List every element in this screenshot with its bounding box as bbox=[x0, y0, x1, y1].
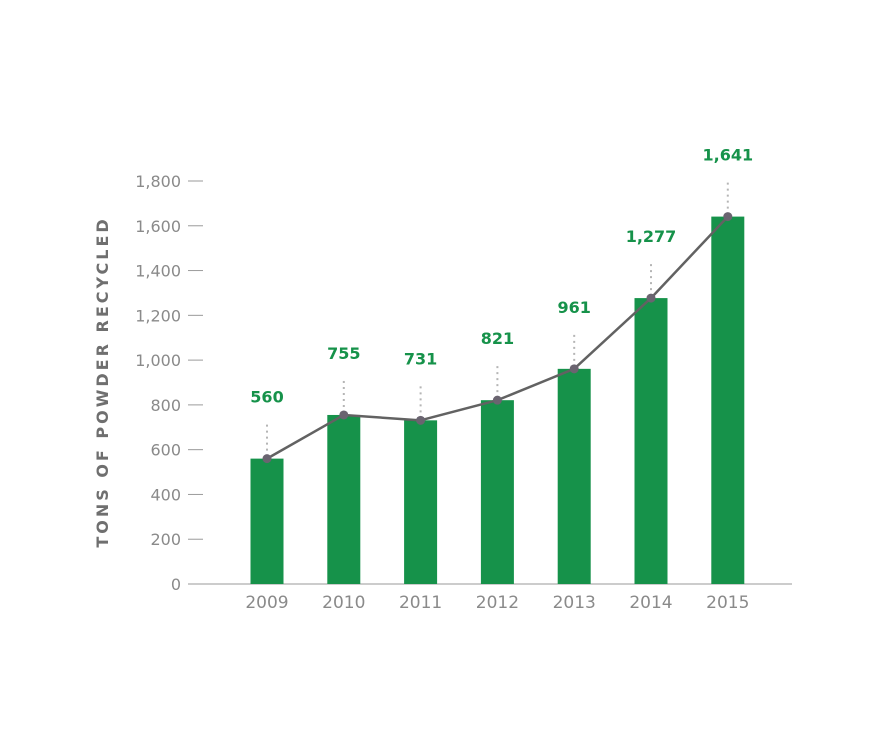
labels-group: 560 755 731 821 961 1,277 1,641 bbox=[250, 146, 753, 407]
trend-line-group bbox=[262, 212, 733, 464]
trend-point bbox=[416, 415, 426, 425]
x-tick-label: 2012 bbox=[476, 593, 519, 613]
bar bbox=[480, 400, 514, 584]
trend-point bbox=[723, 212, 733, 222]
connector-group bbox=[266, 182, 729, 455]
data-label: 731 bbox=[404, 349, 437, 368]
x-tick-label: 2014 bbox=[629, 593, 672, 613]
y-tick-label: 1,800 bbox=[135, 172, 181, 191]
bar bbox=[250, 458, 284, 584]
y-tick-label: 200 bbox=[150, 530, 181, 549]
bar bbox=[327, 414, 361, 584]
data-label: 755 bbox=[327, 344, 360, 363]
bar bbox=[557, 368, 591, 584]
trend-point bbox=[339, 410, 349, 420]
y-tick-label: 1,400 bbox=[135, 262, 181, 281]
trend-point bbox=[492, 395, 502, 405]
data-label: 1,277 bbox=[626, 227, 677, 246]
x-tick-label: 2011 bbox=[399, 593, 442, 613]
trend-point bbox=[646, 293, 656, 303]
data-label: 821 bbox=[481, 329, 514, 348]
axes-group: 0 200 400 600 800 1,000 1,200 1,400 1,600 1,800 20… bbox=[135, 172, 792, 613]
y-tick-label: 1,200 bbox=[135, 306, 181, 325]
bar bbox=[711, 216, 745, 584]
data-label: 961 bbox=[557, 298, 590, 317]
y-tick-label: 400 bbox=[150, 485, 181, 504]
y-axis-title: TONS OF POWDER RECYCLED bbox=[93, 216, 112, 547]
y-tick-label: 1,000 bbox=[135, 351, 181, 370]
bar bbox=[634, 298, 668, 584]
trend-point bbox=[262, 454, 272, 464]
bar bbox=[404, 420, 438, 584]
y-tick-label: 0 bbox=[171, 575, 181, 594]
y-tick-label: 1,600 bbox=[135, 217, 181, 236]
y-tick-label: 800 bbox=[150, 396, 181, 415]
x-tick-label: 2010 bbox=[322, 593, 365, 613]
data-label: 1,641 bbox=[702, 146, 753, 165]
x-tick-label: 2013 bbox=[553, 593, 596, 613]
y-tick-label: 600 bbox=[150, 441, 181, 460]
x-tick-label: 2015 bbox=[706, 593, 749, 613]
trend-point bbox=[569, 364, 579, 374]
x-tick-label: 2009 bbox=[245, 593, 288, 613]
bars-group bbox=[250, 216, 745, 584]
data-label: 560 bbox=[250, 388, 283, 407]
